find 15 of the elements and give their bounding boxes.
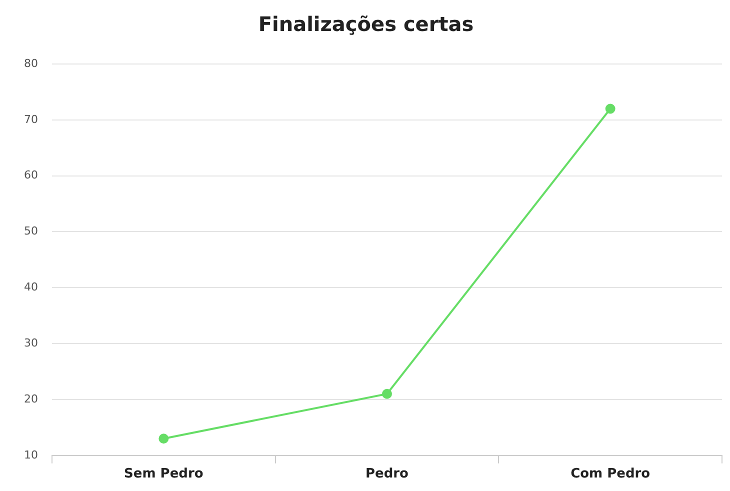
chart-title: Finalizações certas: [258, 12, 474, 36]
point: [158, 434, 169, 444]
y-tick-label: 30: [24, 336, 38, 350]
point: [605, 104, 616, 114]
y-tick-label: 50: [24, 224, 38, 238]
y-tick-label: 70: [24, 112, 38, 126]
y-tick-label: 80: [24, 56, 38, 70]
y-tick-label: 60: [24, 168, 38, 182]
point: [382, 388, 392, 399]
x-tick-label: Pedro: [366, 466, 409, 482]
y-tick-label: 40: [24, 280, 38, 294]
x-tick-label: Sem Pedro: [124, 466, 204, 482]
x-tick-label: Com Pedro: [570, 466, 650, 482]
y-tick-label: 20: [24, 392, 38, 406]
y-tick-label: 10: [24, 448, 38, 462]
